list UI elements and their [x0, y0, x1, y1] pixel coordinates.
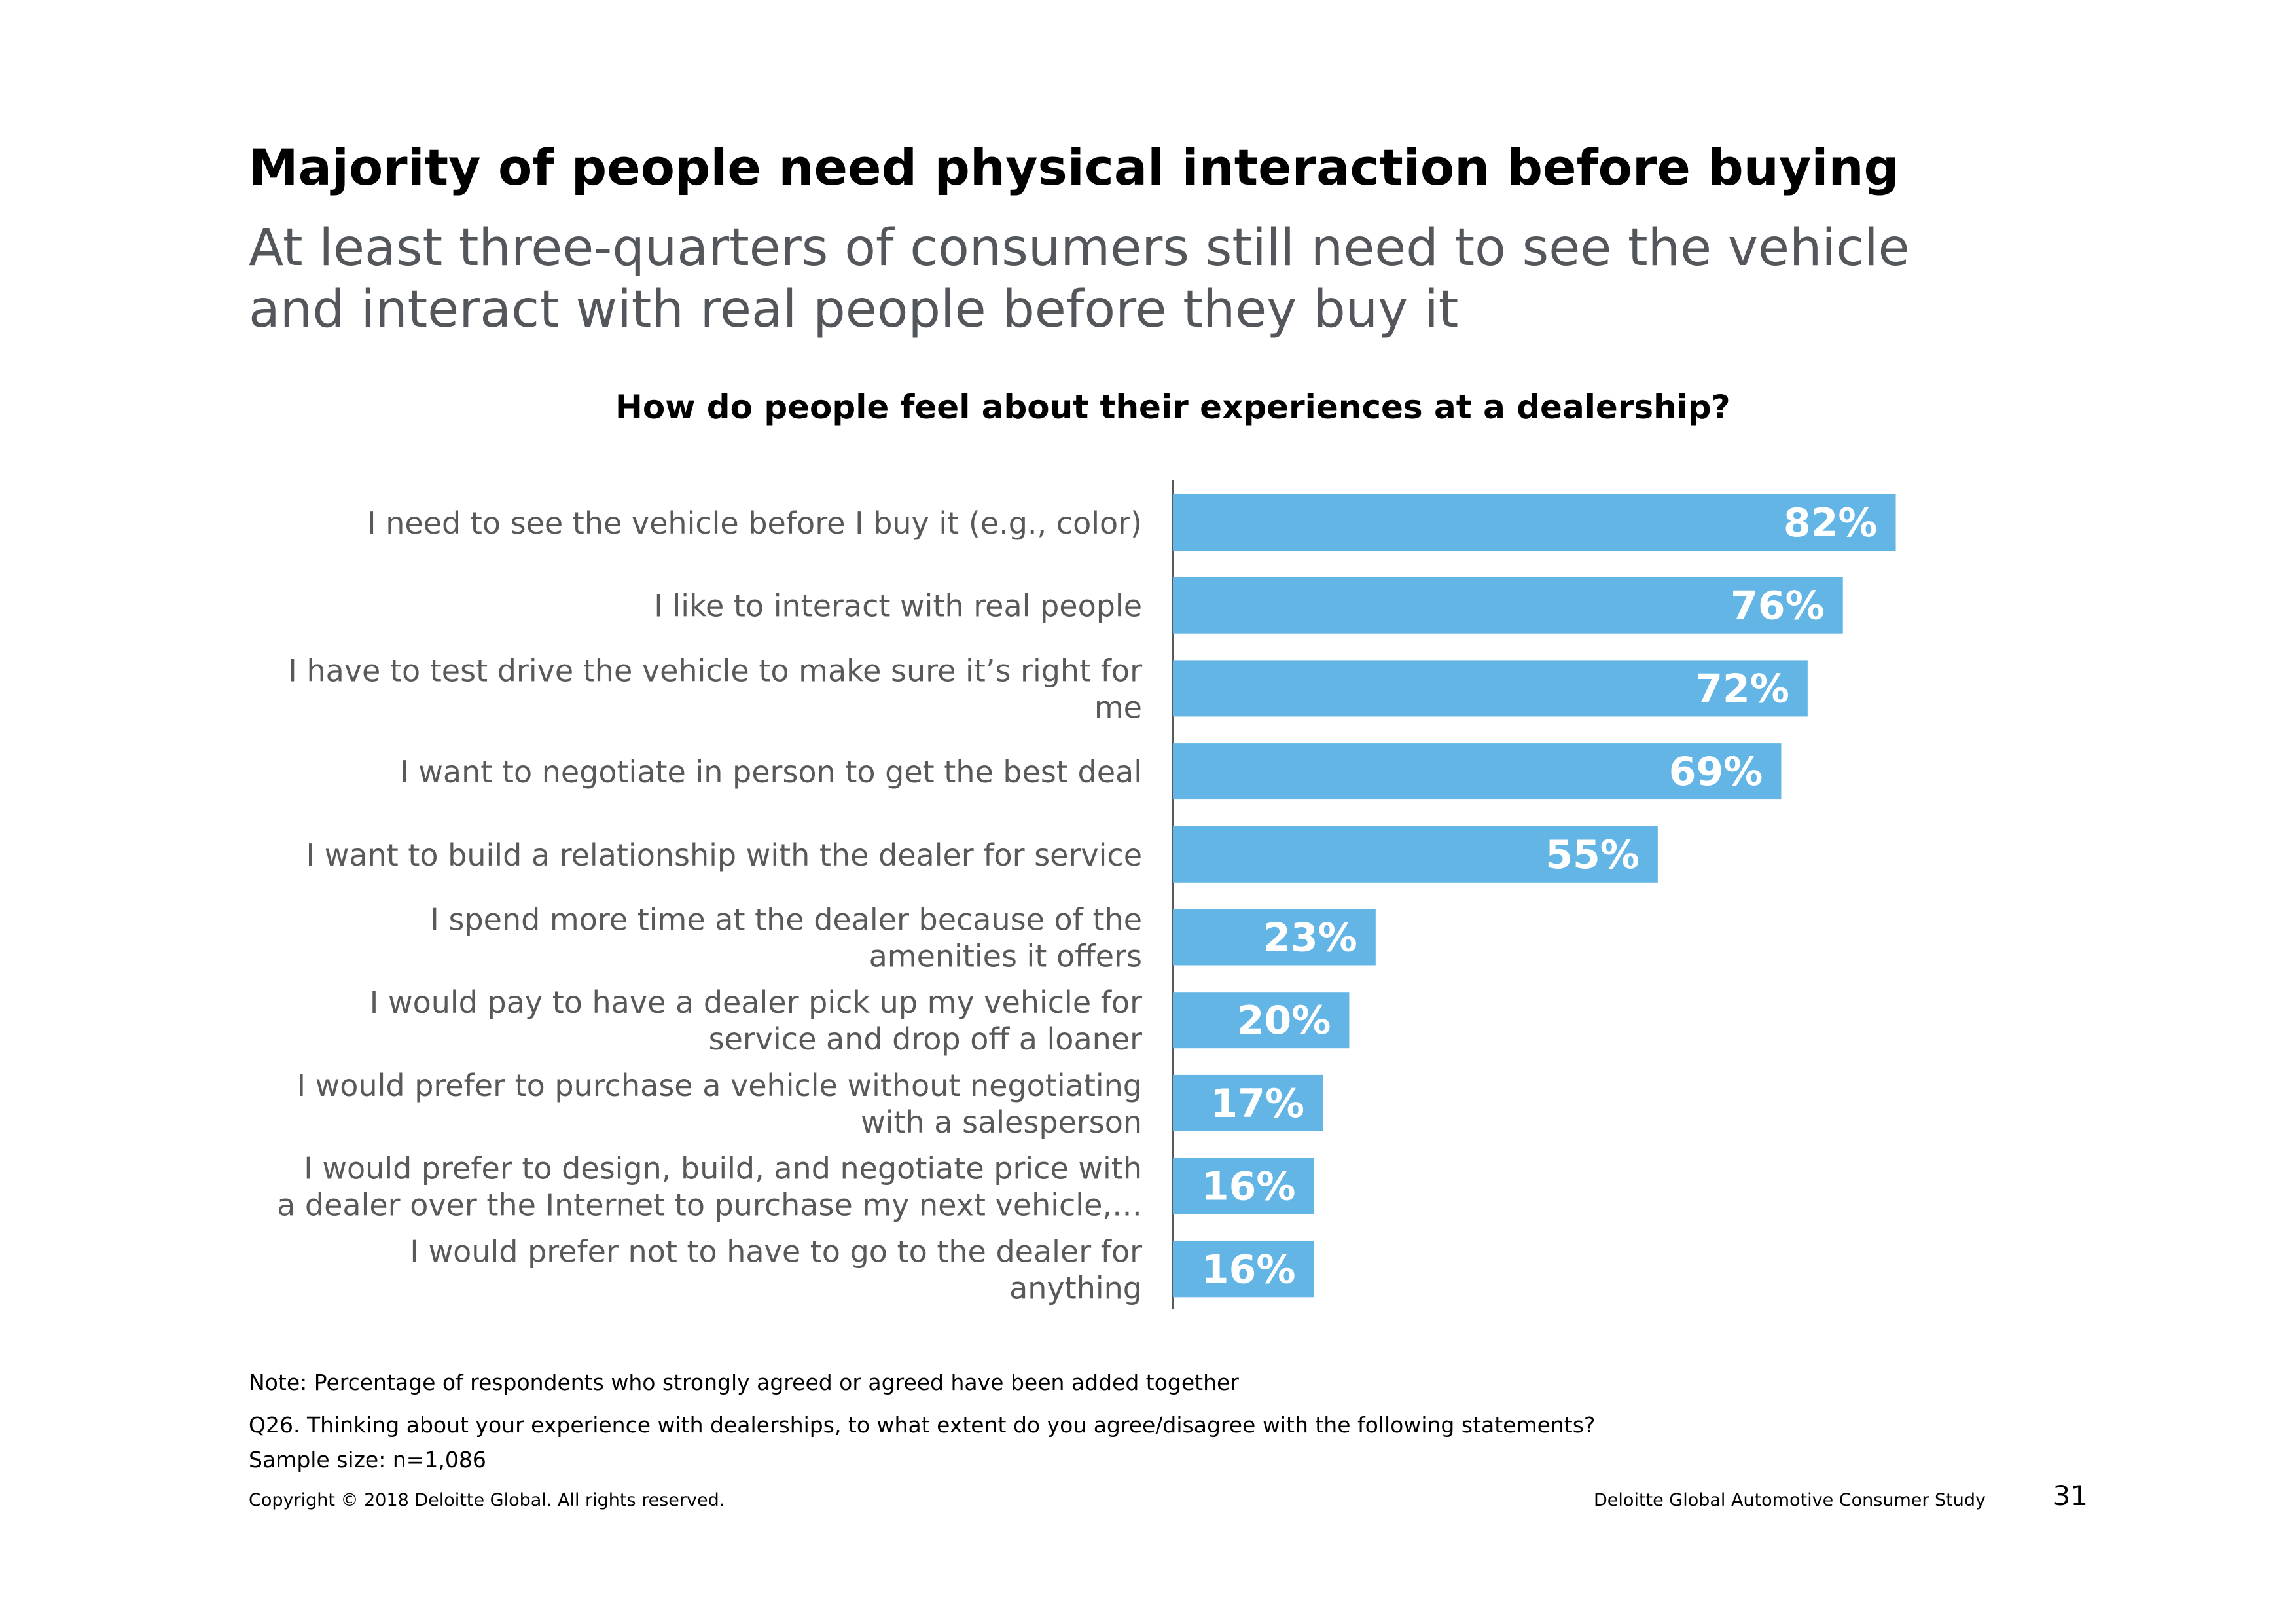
category-label-4: I want to build a relationship with the … — [306, 837, 1142, 873]
bar-value-label-7: 17% — [1210, 1081, 1304, 1127]
bar-4 — [1173, 826, 1658, 883]
category-label-0: I need to see the vehicle before I buy i… — [367, 505, 1142, 541]
category-label-1: I like to interact with real people — [654, 589, 1142, 624]
bar-value-label-0: 82% — [1784, 500, 1878, 546]
category-label-8-line-0: I would prefer to design, build, and neg… — [304, 1151, 1142, 1186]
category-label-6-line-1: service and drop off a loaner — [709, 1021, 1142, 1057]
category-label-7-line-0: I would prefer to purchase a vehicle wit… — [296, 1068, 1142, 1103]
category-label-2-line-0: I have to test drive the vehicle to make… — [288, 653, 1142, 688]
bar-1 — [1173, 577, 1843, 634]
category-label-8-line-1: a dealer over the Internet to purchase m… — [277, 1188, 1142, 1223]
bar-9 — [1173, 1241, 1314, 1298]
footnote: Note: Percentage of respondents who stro… — [249, 1370, 1239, 1395]
category-label-5-line-1: amenities it offers — [869, 939, 1142, 974]
survey-question: Q26. Thinking about your experience with… — [249, 1412, 1596, 1438]
bar-value-label-8: 16% — [1202, 1164, 1296, 1210]
sample-size: Sample size: n=1,086 — [249, 1447, 486, 1472]
bar-5 — [1173, 909, 1376, 966]
bar-6 — [1173, 992, 1350, 1049]
study-name: Deloitte Global Automotive Consumer Stud… — [1594, 1490, 1986, 1510]
category-label-7-line-1: with a salesperson — [861, 1104, 1142, 1140]
page-number: 31 — [2053, 1480, 2088, 1512]
copyright: Copyright © 2018 Deloitte Global. All ri… — [249, 1490, 725, 1510]
category-label-9-line-1: anything — [1009, 1270, 1142, 1305]
category-label-5-line-0: I spend more time at the dealer because … — [430, 902, 1142, 938]
page-title: Majority of people need physical interac… — [249, 138, 1899, 196]
bar-0 — [1173, 494, 1896, 551]
bar-7 — [1173, 1074, 1323, 1131]
bar-2 — [1173, 660, 1808, 717]
bar-8 — [1173, 1158, 1314, 1214]
bar-3 — [1173, 743, 1782, 800]
bar-value-label-2: 72% — [1695, 666, 1789, 712]
bar-value-label-3: 69% — [1669, 749, 1763, 795]
bar-value-label-4: 55% — [1545, 832, 1640, 878]
bar-value-label-9: 16% — [1202, 1247, 1296, 1292]
bar-value-label-6: 20% — [1237, 998, 1331, 1044]
category-label-6-line-0: I would pay to have a dealer pick up my … — [370, 985, 1142, 1020]
bar-value-label-5: 23% — [1263, 915, 1357, 961]
page-subtitle: At least three-quarters of consumers sti… — [249, 219, 1910, 339]
category-label-9-line-0: I would prefer not to have to go to the … — [410, 1233, 1142, 1269]
category-label-2-line-1: me — [1094, 689, 1142, 725]
category-label-3: I want to negotiate in person to get the… — [400, 754, 1142, 790]
chart-title: How do people feel about their experienc… — [615, 388, 1731, 426]
bar-value-label-1: 76% — [1731, 583, 1825, 629]
